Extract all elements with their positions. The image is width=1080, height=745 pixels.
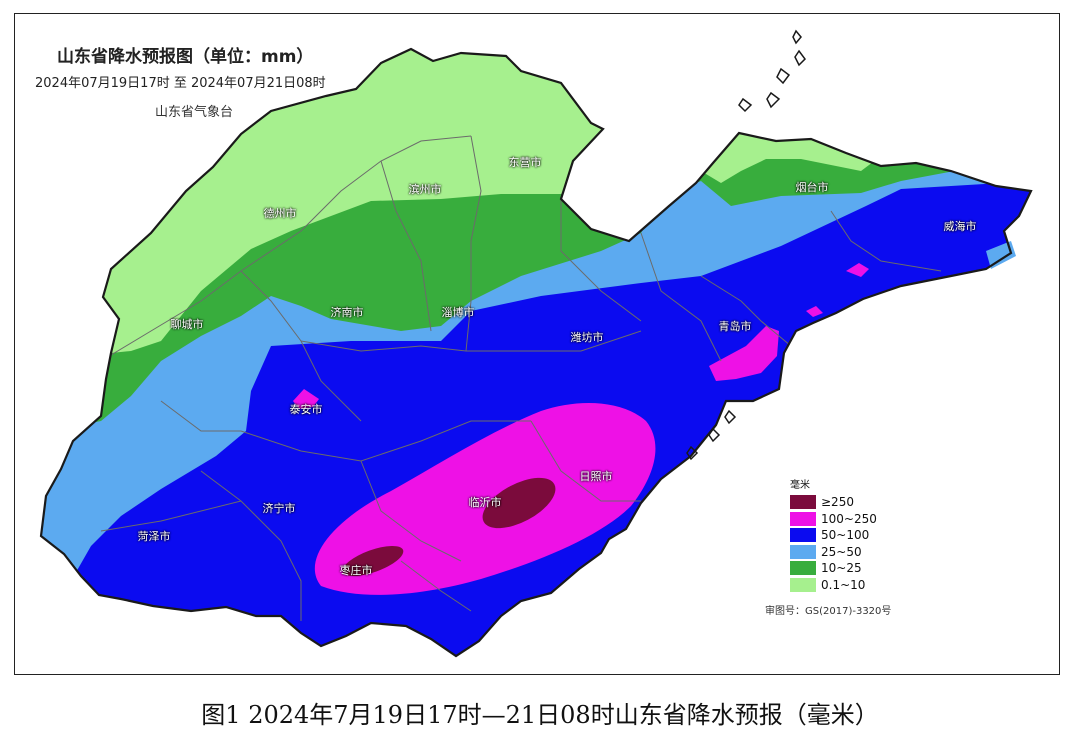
legend-unit: 毫米: [790, 480, 810, 491]
precipitation-map: [39, 29, 1033, 658]
legend-swatch: [790, 561, 816, 576]
legend-item: 50~100: [790, 527, 877, 544]
city-label-jining: 济宁市: [262, 502, 296, 515]
legend-label: 25~50: [821, 544, 862, 559]
zone-100-250-taian: [293, 389, 319, 409]
legend-item: 100~250: [790, 511, 877, 528]
city-label-liaocheng: 聊城市: [170, 318, 204, 331]
city-label-yantai: 烟台市: [795, 181, 829, 194]
legend-label: 0.1~10: [821, 577, 866, 592]
city-label-dongying: 东营市: [508, 156, 542, 169]
legend-swatch: [790, 495, 816, 510]
legend-swatch: [790, 528, 816, 543]
city-label-linyi: 临沂市: [468, 496, 502, 509]
legend-label: 50~100: [821, 528, 870, 543]
legend-item: ≥250: [790, 494, 877, 511]
city-label-zibo: 淄博市: [441, 306, 475, 319]
zone-ge250-zaozhuang: [342, 545, 404, 577]
city-label-jinan: 济南市: [330, 306, 364, 319]
figure-caption: 图1 2024年7月19日17时—21日08时山东省降水预报（毫米）: [201, 701, 879, 729]
city-label-binzhou: 滨州市: [408, 183, 442, 196]
issuer: 山东省气象台: [155, 105, 234, 120]
islands: [686, 29, 806, 461]
forecast-period: 2024年07月19日17时 至 2024年07月21日08时: [35, 76, 326, 91]
legend-label: 100~250: [821, 511, 877, 526]
legend-swatch: [790, 544, 816, 559]
zone-100-250-qingdao: [709, 326, 779, 381]
city-label-rizhao: 日照市: [579, 470, 613, 483]
city-label-heze: 菏泽市: [137, 530, 171, 543]
city-label-dezhou: 德州市: [263, 207, 297, 220]
approval-number: 审图号：GS(2017)-3320号: [765, 606, 892, 617]
city-label-zaozhuang: 枣庄市: [339, 564, 373, 577]
legend-item: 25~50: [790, 544, 877, 561]
legend-label: 10~25: [821, 561, 862, 576]
legend-swatch: [790, 511, 816, 526]
city-boundaries: [100, 135, 942, 621]
city-label-weifang: 潍坊市: [570, 331, 604, 344]
map-frame: 山东省降水预报图（单位：mm） 2024年07月19日17时 至 2024年07…: [14, 13, 1060, 675]
city-label-weihai: 威海市: [943, 220, 977, 233]
legend-label: ≥250: [821, 495, 854, 510]
zone-ge250-linyi: [482, 477, 556, 529]
legend-item: 0.1~10: [790, 577, 877, 594]
map-title: 山东省降水预报图（单位：mm）: [57, 47, 314, 67]
legend-swatch: [790, 577, 816, 592]
zone-100-250-coast: [806, 306, 823, 317]
zone-100-250-weihai: [846, 263, 869, 277]
city-label-taian: 泰安市: [289, 403, 323, 416]
city-label-qingdao: 青岛市: [718, 320, 752, 333]
legend-item: 10~25: [790, 560, 877, 577]
legend: 毫米 ≥250 100~250 50~100 25~50 10~25 0.1~1…: [790, 476, 877, 593]
zone-100-250: [314, 402, 656, 595]
